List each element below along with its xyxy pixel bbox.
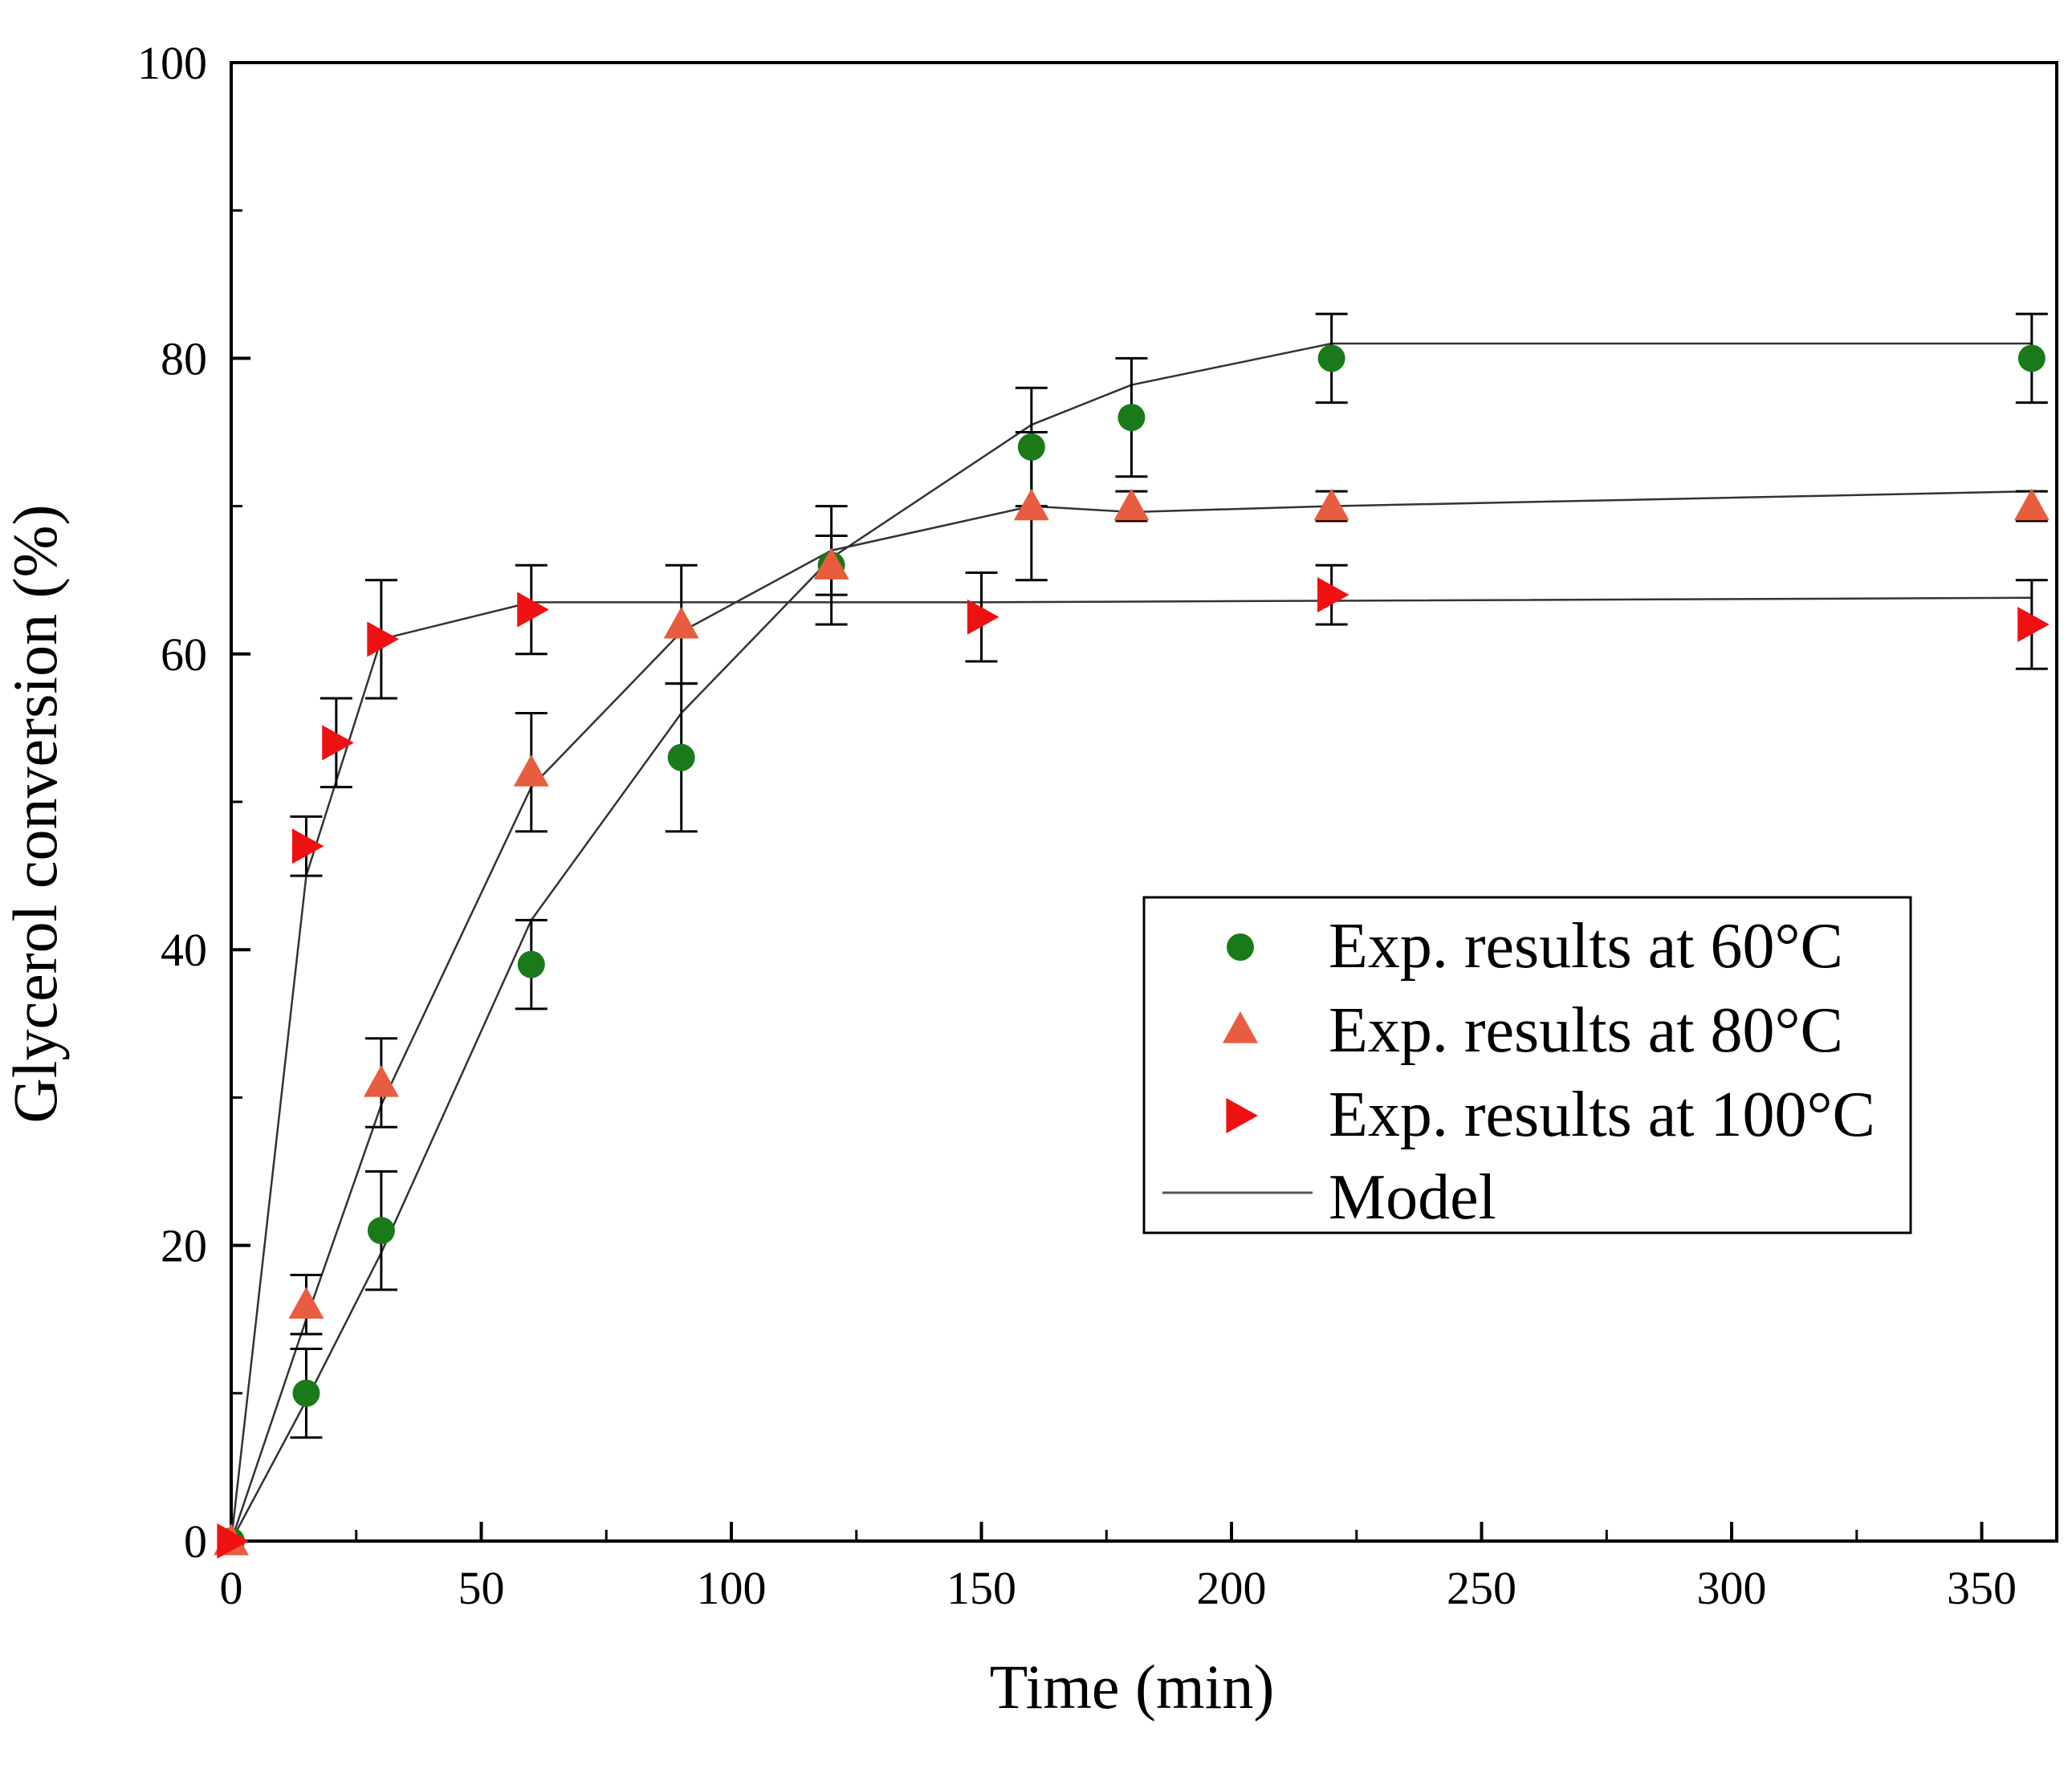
data-point-80c bbox=[1113, 488, 1150, 521]
error-bars bbox=[290, 312, 2048, 1439]
data-point-60c bbox=[667, 743, 695, 771]
data-point-100c bbox=[967, 599, 999, 635]
data-markers bbox=[214, 344, 2050, 1559]
data-point-100c bbox=[217, 1523, 249, 1559]
legend-label-80c: Exp. results at 80°C bbox=[1329, 995, 1843, 1066]
data-point-80c bbox=[2013, 488, 2050, 521]
data-point-100c bbox=[291, 828, 324, 864]
data-point-80c bbox=[363, 1064, 399, 1097]
y-tick-label: 0 bbox=[184, 1515, 207, 1568]
y-tick-label: 100 bbox=[137, 37, 207, 89]
plot-area bbox=[230, 61, 2058, 1543]
y-tick-label: 80 bbox=[161, 332, 207, 384]
legend-label-model: Model bbox=[1329, 1162, 1496, 1233]
axis-ticks bbox=[230, 61, 1984, 1543]
data-point-100c bbox=[517, 592, 549, 628]
data-point-100c bbox=[322, 725, 354, 761]
data-point-60c bbox=[1017, 433, 1045, 461]
data-point-60c bbox=[2017, 344, 2046, 372]
plot-frame bbox=[230, 61, 2058, 1543]
x-axis-title: Time (min) bbox=[990, 1652, 1275, 1722]
x-tick-label: 150 bbox=[946, 1562, 1016, 1614]
y-tick-label: 60 bbox=[161, 628, 207, 681]
data-point-60c bbox=[1317, 344, 1345, 372]
legend-markers bbox=[1223, 933, 1258, 1133]
x-tick-label: 250 bbox=[1447, 1562, 1516, 1614]
data-point-60c bbox=[292, 1379, 320, 1407]
data-point-60c bbox=[1117, 404, 1146, 432]
x-tick-label: 50 bbox=[458, 1562, 505, 1614]
x-tick-label: 300 bbox=[1697, 1562, 1767, 1614]
legend: Exp. results at 60°C Exp. results at 80°… bbox=[1142, 896, 1912, 1234]
x-tick-label: 350 bbox=[1947, 1562, 2017, 1614]
x-tick-label: 200 bbox=[1197, 1562, 1267, 1614]
data-point-80c bbox=[663, 606, 699, 639]
data-point-80c bbox=[1013, 488, 1049, 521]
data-point-80c bbox=[513, 754, 549, 787]
x-tick-label: 0 bbox=[220, 1562, 243, 1614]
data-point-100c bbox=[367, 621, 399, 657]
model-line-80c bbox=[230, 490, 2032, 1542]
data-point-80c bbox=[288, 1287, 324, 1319]
data-point-100c bbox=[1317, 577, 1349, 613]
data-point-100c bbox=[2017, 606, 2050, 642]
data-point-60c bbox=[367, 1217, 395, 1245]
x-tick-label: 100 bbox=[697, 1562, 767, 1614]
data-point-80c bbox=[813, 547, 849, 580]
legend-marker-60c bbox=[1227, 933, 1254, 961]
y-tick-label: 40 bbox=[161, 924, 207, 976]
y-tick-label: 20 bbox=[161, 1220, 207, 1272]
axis-tick-labels: 0 50 100 150 200 250 300 350 0 20 40 60 80 100 bbox=[137, 37, 2017, 1614]
legend-box bbox=[1142, 896, 1912, 1234]
y-axis-title: Glycerol conversion (%) bbox=[0, 504, 70, 1123]
model-line-60c bbox=[230, 342, 2032, 1542]
legend-label-60c: Exp. results at 60°C bbox=[1329, 911, 1843, 982]
data-point-80c bbox=[1313, 488, 1349, 521]
legend-label-100c: Exp. results at 100°C bbox=[1329, 1080, 1875, 1150]
legend-marker-80c bbox=[1223, 1011, 1258, 1043]
legend-marker-100c bbox=[1226, 1098, 1258, 1133]
data-point-60c bbox=[517, 950, 545, 978]
